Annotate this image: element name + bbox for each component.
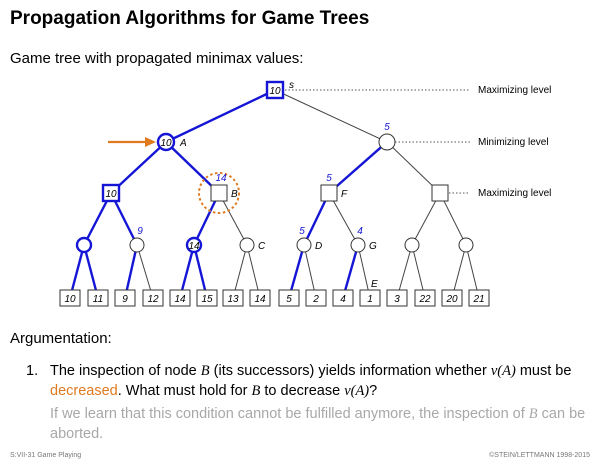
node-min-8 [458,237,474,253]
highlight-decreased: decreased [50,383,118,399]
node-d [296,237,312,253]
node-letter-labels: s A B F C D G E [179,80,378,290]
argumentation-heading: Argumentation: [10,330,112,347]
node-right-max [431,184,449,202]
leaf-boxes [59,289,490,307]
argument-item-1: 1. The inspection of node B (its success… [26,361,586,401]
item-text-part: must be [515,363,572,379]
grey-note: If we learn that this condition cannot b… [50,404,590,444]
node-a [156,132,176,152]
game-tree-diagram: Maximizing level Minimizing level Maximi… [59,80,551,307]
leaf-value: 12 [147,294,159,305]
label-b: B [231,189,238,200]
leaf-value: 5 [286,294,292,305]
label-d: D [315,241,322,252]
grey-text-part: can be aborted. [50,406,586,442]
value-right-min: 5 [384,122,390,133]
leaf-value: 20 [445,294,458,305]
leaf-value: 3 [394,294,400,305]
leaf-value: 4 [340,294,346,305]
item-text-part: (its successors) yields information whet… [209,363,491,379]
node-min-7 [404,237,420,253]
tree-nodes [75,80,474,254]
value-d: 5 [299,226,305,237]
node-f [320,184,338,202]
leaf-value: 14 [174,294,186,305]
label-g: G [369,241,377,252]
var-v-a: v(A) [344,383,370,399]
leaf-values: 10 11 9 12 14 15 13 14 5 2 4 1 3 22 20 2… [64,294,484,305]
item-text-part: to decrease [260,383,345,399]
leaf-value: 22 [418,294,431,305]
item-text-part: ? [369,383,378,399]
label-root: s [289,80,294,91]
node-c [239,237,255,253]
slide-title: Propagation Algorithms for Game Trees [10,8,370,29]
level-label-max-1: Maximizing level [478,85,551,96]
leaf-value: 10 [64,294,76,305]
var-b: B [251,383,261,399]
root-node [265,80,285,100]
label-a: A [179,138,187,149]
leaf-value: 21 [472,294,484,305]
leaf-value: 15 [201,294,213,305]
footer-right: ©STEIN/LETTMANN 1998-2015 [489,452,590,459]
edges-grey [136,89,480,299]
leaf-value: 9 [122,294,128,305]
grey-text-part: If we learn that this condition cannot b… [50,406,529,422]
item-number: 1. [26,363,39,379]
level-label-max-2: Maximizing level [478,188,551,199]
label-c: C [258,241,266,252]
node-left-max [101,183,121,203]
node-min-3 [185,236,203,254]
value-b: 14 [215,173,227,184]
arrow-to-a [108,137,156,147]
item-text-part: The inspection of node [50,363,201,379]
inner-values: 10 10 10 14 [105,86,281,252]
value-g: 4 [357,226,363,237]
value-min-2: 9 [137,226,143,237]
value-f: 5 [326,173,332,184]
node-g [350,237,366,253]
leaf-value: 2 [312,294,319,305]
leaf-value: 14 [254,294,266,305]
level-guides [285,89,470,194]
level-label-min: Minimizing level [478,137,549,148]
node-min-2 [129,237,145,253]
item-text-part: . What must hold for [117,383,252,399]
node-b [210,184,228,202]
var-b: B [200,363,210,379]
level-labels: Maximizing level Minimizing level Maximi… [478,85,551,199]
label-e: E [371,279,378,290]
label-f: F [341,189,348,200]
leaf-value: 11 [93,294,103,305]
leaf-value: 1 [367,294,373,305]
footer-left: S:VII-31 Game Playing [10,452,82,459]
value-left-max: 10 [105,189,117,200]
node-min-1 [75,236,93,254]
var-v-a: v(A) [490,363,516,379]
node-right-min [378,133,396,151]
leaf-value: 13 [227,294,239,305]
highlight-circle-b [198,172,240,214]
slide-subtitle: Game tree with propagated minimax values… [10,50,304,67]
item-text: The inspection of node B (its successors… [50,361,586,401]
value-a: 10 [160,138,172,149]
value-min-3: 14 [188,241,200,252]
outer-values: 14 5 5 9 5 4 [137,122,390,237]
value-root: 10 [269,86,281,97]
var-b: B [528,406,538,422]
